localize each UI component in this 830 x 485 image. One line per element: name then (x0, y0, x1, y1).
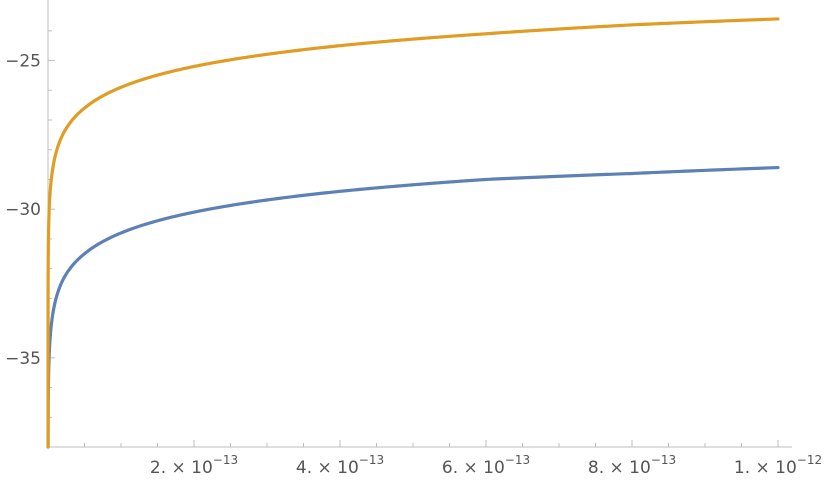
y-tick-label: −25 (5, 52, 41, 72)
series-line-1 (46, 165, 780, 449)
series-lines (46, 17, 780, 449)
x-tick-label: 6. × 10−13 (442, 453, 530, 478)
series-line-2 (46, 17, 780, 449)
x-tick-label: 1. × 10−12 (734, 453, 822, 478)
tick-marks (48, 30, 779, 448)
x-tick-label: 8. × 10−13 (588, 453, 676, 478)
y-tick-label: −30 (5, 200, 41, 220)
y-tick-labels: −25 −30 −35 (5, 52, 41, 369)
x-tick-label: 2. × 10−13 (150, 453, 238, 478)
x-tick-label: 4. × 10−13 (296, 453, 384, 478)
x-tick-labels: 2. × 10−13 4. × 10−13 6. × 10−13 8. × 10−13… (150, 453, 822, 478)
axes (47, 0, 792, 448)
y-tick-label: −35 (5, 349, 41, 369)
